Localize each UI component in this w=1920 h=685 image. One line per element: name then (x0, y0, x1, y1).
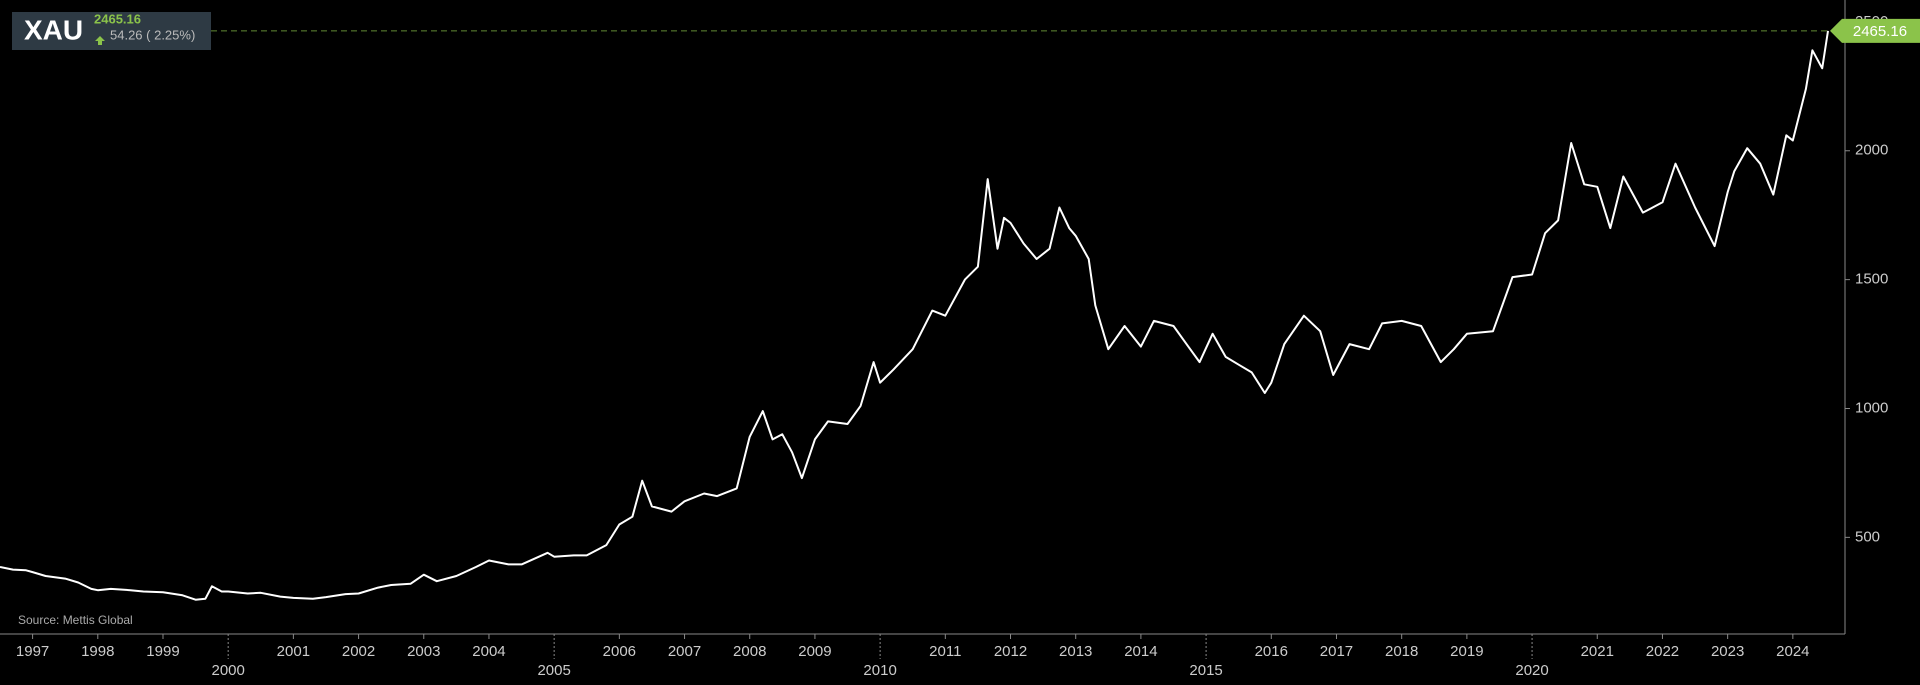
x-tick-label: 2018 (1385, 643, 1418, 660)
x-tick-label: 2002 (342, 643, 375, 660)
x-tick-label: 2003 (407, 643, 440, 660)
x-tick-label: 2022 (1646, 643, 1679, 660)
y-tick-label: 2000 (1855, 142, 1888, 159)
x-tick-label: 2013 (1059, 643, 1092, 660)
x-major-tick-label: 2010 (863, 662, 896, 679)
last-price-label: 2465.16 (1853, 23, 1907, 40)
plot (0, 30, 1829, 601)
ticker-change: 54.26 ( 2.25%) (110, 27, 195, 42)
x-major-tick-label: 2000 (211, 662, 244, 679)
x-tick-label: 2011 (929, 643, 961, 660)
ticker-price: 2465.16 (94, 11, 141, 26)
x-tick-label: 2016 (1255, 643, 1288, 660)
x-major-tick-label: 2005 (537, 662, 570, 679)
x-tick-label: 2012 (994, 643, 1027, 660)
source-note: Source: Mettis Global (18, 613, 133, 627)
x-tick-label: 2001 (277, 643, 310, 660)
x-tick-label: 2007 (668, 643, 701, 660)
y-tick-label: 1500 (1855, 271, 1888, 288)
x-tick-label: 2006 (603, 643, 636, 660)
x-tick-label: 2014 (1124, 643, 1157, 660)
x-major-tick-label: 2015 (1189, 662, 1222, 679)
x-tick-label: 2024 (1776, 643, 1809, 660)
x-tick-label: 2019 (1450, 643, 1483, 660)
x-tick-label: 2017 (1320, 643, 1353, 660)
x-tick-label: 2021 (1581, 643, 1614, 660)
up-arrow (95, 36, 105, 45)
x-tick-label: 2023 (1711, 643, 1744, 660)
last-price-tag (1830, 18, 1920, 43)
x-tick-label: 1997 (16, 643, 49, 660)
y-tick-label: 500 (1855, 528, 1880, 545)
ticker-symbol: XAU (24, 14, 83, 45)
y-tick-label: 1000 (1855, 399, 1888, 416)
price-line (0, 30, 1829, 601)
x-tick-label: 2008 (733, 643, 766, 660)
x-tick-label: 1998 (81, 643, 114, 660)
x-tick-label: 2004 (472, 643, 505, 660)
x-tick-label: 2009 (798, 643, 831, 660)
x-major-tick-label: 2020 (1515, 662, 1548, 679)
ticker-box (12, 12, 211, 50)
x-tick-label: 1999 (146, 643, 179, 660)
